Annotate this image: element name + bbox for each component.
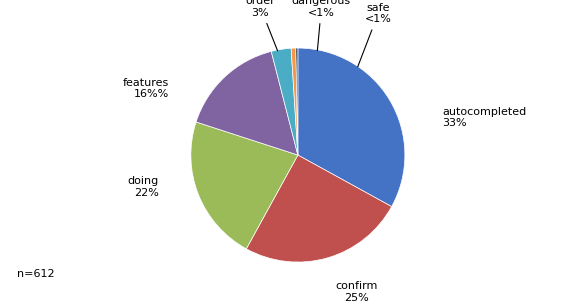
Wedge shape	[271, 48, 298, 155]
Wedge shape	[296, 48, 298, 155]
Wedge shape	[191, 122, 298, 249]
Text: n=612: n=612	[17, 269, 55, 278]
Text: doing
22%: doing 22%	[128, 176, 158, 198]
Text: order
3%: order 3%	[246, 0, 278, 51]
Text: autocompleted
33%: autocompleted 33%	[442, 107, 527, 128]
Wedge shape	[246, 155, 392, 262]
Text: confirm
25%: confirm 25%	[336, 281, 378, 303]
Wedge shape	[291, 48, 298, 155]
Text: features
16%%: features 16%%	[123, 78, 170, 99]
Wedge shape	[196, 51, 298, 155]
Wedge shape	[298, 48, 405, 207]
Text: safe
<1%: safe <1%	[357, 3, 392, 67]
Text: dangerous
<1%: dangerous <1%	[292, 0, 351, 51]
